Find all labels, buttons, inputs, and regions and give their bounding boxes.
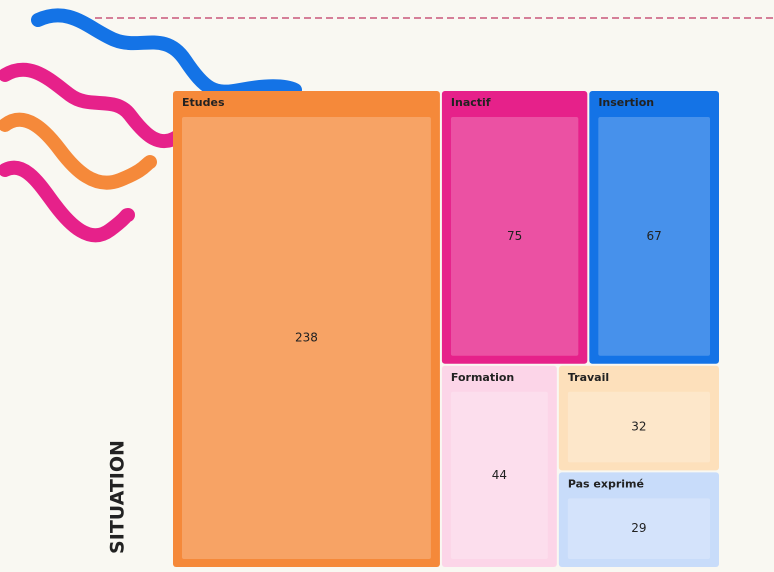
- value-label: 32: [631, 420, 646, 434]
- tile-inner: [567, 391, 710, 463]
- tile: [441, 365, 557, 567]
- tile-label: Pas exprimé: [568, 477, 644, 490]
- tile-label: Inactif: [451, 96, 491, 109]
- tile: [558, 365, 719, 471]
- value-label: 44: [492, 468, 507, 482]
- tile-inner: [450, 391, 548, 559]
- tile: [441, 91, 588, 364]
- squiggle: [0, 160, 135, 243]
- tile: [589, 91, 719, 364]
- tile-inner: [598, 117, 710, 356]
- value-label: 29: [631, 521, 646, 535]
- squiggle: [31, 8, 302, 99]
- squiggle: [0, 112, 157, 190]
- tile-inner: [182, 117, 431, 559]
- tile: [558, 472, 719, 567]
- value-label: 238: [295, 331, 318, 345]
- value-label: 75: [507, 229, 522, 243]
- chart-title: SITUATION: [107, 440, 129, 554]
- value-label: 67: [647, 229, 662, 243]
- decoration: [0, 8, 302, 243]
- tile-label: Travail: [568, 371, 609, 384]
- squiggle: [0, 62, 187, 148]
- tile-label: Etudes: [182, 96, 225, 109]
- tile-label: Formation: [451, 371, 514, 384]
- tile: [173, 91, 440, 567]
- tile-inner: [450, 117, 579, 356]
- tile-inner: [567, 498, 710, 559]
- tile-label: Insertion: [598, 96, 654, 109]
